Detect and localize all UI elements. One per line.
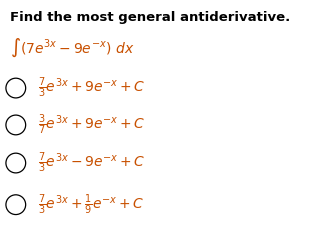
Text: Find the most general antiderivative.: Find the most general antiderivative.	[10, 11, 290, 24]
Text: $\frac{7}{3}e^{3x} + 9e^{-x} + C$: $\frac{7}{3}e^{3x} + 9e^{-x} + C$	[38, 76, 145, 100]
Text: $\frac{3}{7}e^{3x} + 9e^{-x} + C$: $\frac{3}{7}e^{3x} + 9e^{-x} + C$	[38, 113, 145, 137]
Text: $\int (7e^{3x} - 9e^{-x})\ dx$: $\int (7e^{3x} - 9e^{-x})\ dx$	[10, 36, 134, 59]
Text: $\frac{7}{3}e^{3x} - 9e^{-x} + C$: $\frac{7}{3}e^{3x} - 9e^{-x} + C$	[38, 151, 145, 175]
Text: $\frac{7}{3}e^{3x} + \frac{1}{9}e^{-x} + C$: $\frac{7}{3}e^{3x} + \frac{1}{9}e^{-x} +…	[38, 193, 144, 217]
